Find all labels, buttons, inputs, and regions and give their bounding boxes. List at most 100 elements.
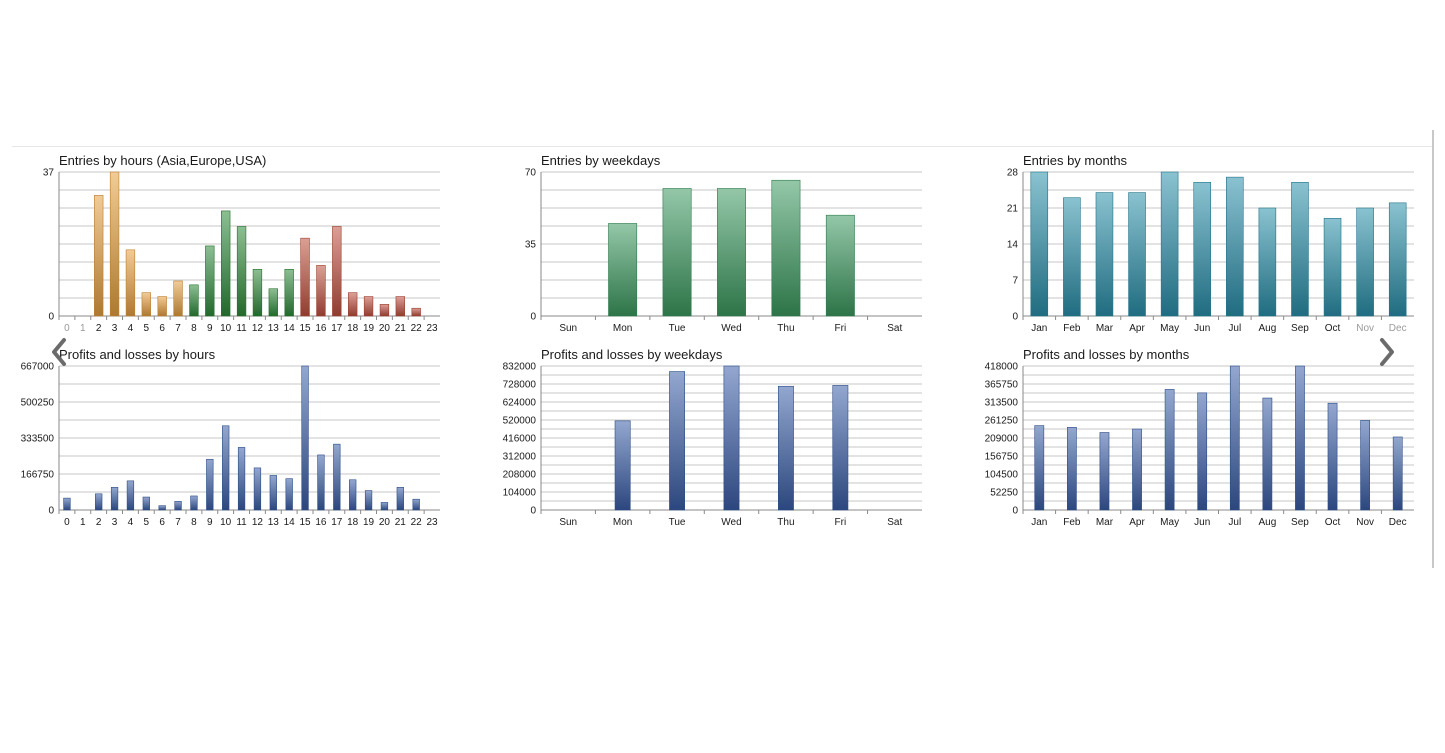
- x-tick-label: 4: [128, 517, 134, 528]
- bar-19: [364, 490, 373, 511]
- x-tick-label: Thu: [777, 517, 794, 528]
- x-tick-label: 10: [220, 323, 232, 334]
- x-tick-label: 13: [268, 517, 280, 528]
- bar-5: [142, 496, 150, 511]
- bar-22: [412, 498, 420, 511]
- bar-17: [332, 226, 342, 317]
- x-tick-label: 20: [379, 323, 391, 334]
- x-tick-label: 0: [64, 323, 70, 334]
- y-tick-label: 0: [48, 506, 54, 517]
- x-tick-label: 22: [411, 517, 423, 528]
- y-tick-label: 21: [1007, 204, 1019, 215]
- bar-Mon: [614, 420, 631, 511]
- y-tick-label: 0: [1012, 506, 1018, 517]
- x-tick-label: 15: [300, 323, 312, 334]
- x-tick-label: 11: [236, 517, 247, 528]
- chart-pnl-by-weekdays: Profits and losses by weekdays 0 104000 208…: [503, 347, 922, 528]
- bar-Jan: [1030, 171, 1049, 317]
- x-tick-label: 17: [331, 517, 343, 528]
- x-tick-label: Sat: [887, 323, 902, 334]
- bar-Oct: [1323, 217, 1342, 317]
- bar-20: [380, 502, 389, 511]
- chart-title: Profits and losses by hours: [59, 347, 216, 362]
- bar-16: [317, 454, 325, 511]
- chart-pnl-by-hours: Profits and losses by hours0166750333500…: [21, 347, 440, 528]
- bar-Feb: [1063, 197, 1081, 317]
- bar-19: [363, 296, 374, 317]
- bar-Apr: [1128, 192, 1146, 317]
- x-tick-label: Mar: [1096, 517, 1114, 528]
- bar-Jul: [1229, 365, 1240, 511]
- chart-title: Entries by weekdays: [541, 153, 661, 168]
- bar-4: [126, 480, 135, 511]
- x-tick-label: Jun: [1194, 517, 1210, 528]
- x-tick-label: Dec: [1389, 323, 1407, 334]
- bar-Feb: [1067, 427, 1077, 511]
- bar-Mar: [1099, 432, 1110, 511]
- bar-9: [205, 245, 215, 317]
- x-tick-label: 8: [191, 517, 197, 528]
- x-tick-label: 21: [395, 323, 407, 334]
- y-tick-label: 104500: [985, 470, 1019, 481]
- x-tick-label: Sun: [559, 517, 577, 528]
- bar-17: [333, 443, 341, 511]
- bar-Thu: [778, 385, 794, 511]
- x-tick-label: Apr: [1129, 517, 1145, 528]
- x-tick-label: 14: [284, 517, 296, 528]
- x-tick-label: 7: [175, 323, 181, 334]
- bar-May: [1164, 389, 1175, 511]
- bar-Apr: [1132, 428, 1142, 511]
- bar-Nov: [1360, 420, 1370, 511]
- x-tick-label: 17: [331, 323, 343, 334]
- bar-15: [301, 365, 309, 511]
- bar-8: [189, 284, 199, 317]
- x-tick-label: 13: [268, 323, 280, 334]
- x-tick-label: Dec: [1389, 517, 1407, 528]
- y-tick-label: 624000: [503, 398, 537, 409]
- y-tick-label: 35: [525, 240, 537, 251]
- bar-7: [173, 280, 183, 317]
- bar-Tue: [669, 371, 685, 511]
- chart-pnl-by-months: Profits and losses by months 0 52250 104500…: [985, 347, 1414, 528]
- bar-13: [269, 475, 277, 511]
- bar-Jun: [1193, 181, 1211, 317]
- x-tick-label: Jan: [1031, 517, 1047, 528]
- carousel-prev-button[interactable]: [46, 334, 74, 370]
- bar-Fri: [832, 385, 849, 511]
- x-tick-label: Fri: [835, 323, 847, 334]
- bar-18: [349, 479, 357, 511]
- x-tick-label: 18: [347, 323, 359, 334]
- bar-0: [63, 497, 71, 511]
- x-tick-label: Jun: [1194, 323, 1210, 334]
- bar-3: [109, 171, 120, 317]
- carousel-next-button[interactable]: [1374, 334, 1402, 370]
- x-tick-label: Nov: [1356, 517, 1374, 528]
- x-tick-label: 1: [80, 323, 86, 334]
- x-tick-label: 9: [207, 517, 213, 528]
- bar-20: [379, 304, 390, 317]
- x-tick-label: Sat: [887, 517, 902, 528]
- y-tick-label: 209000: [985, 434, 1019, 445]
- bar-11: [237, 447, 246, 511]
- x-tick-label: 22: [411, 323, 423, 334]
- bar-Wed: [723, 365, 740, 511]
- bar-10: [221, 210, 231, 317]
- y-tick-label: 156750: [985, 452, 1019, 463]
- x-tick-label: 3: [112, 323, 118, 334]
- x-tick-label: 20: [379, 517, 391, 528]
- x-tick-label: Feb: [1063, 517, 1081, 528]
- bar-Nov: [1356, 207, 1374, 317]
- y-tick-label: 832000: [503, 362, 537, 373]
- x-tick-label: Fri: [835, 517, 847, 528]
- y-tick-label: 37: [43, 168, 55, 179]
- x-tick-label: 10: [220, 517, 232, 528]
- y-tick-label: 52250: [990, 488, 1018, 499]
- bar-14: [284, 268, 294, 317]
- x-tick-label: 5: [144, 517, 150, 528]
- x-tick-label: Sep: [1291, 323, 1309, 334]
- x-tick-label: Jul: [1228, 323, 1241, 334]
- y-tick-label: 208000: [503, 470, 537, 481]
- bar-22: [411, 307, 421, 317]
- y-tick-label: 104000: [503, 488, 537, 499]
